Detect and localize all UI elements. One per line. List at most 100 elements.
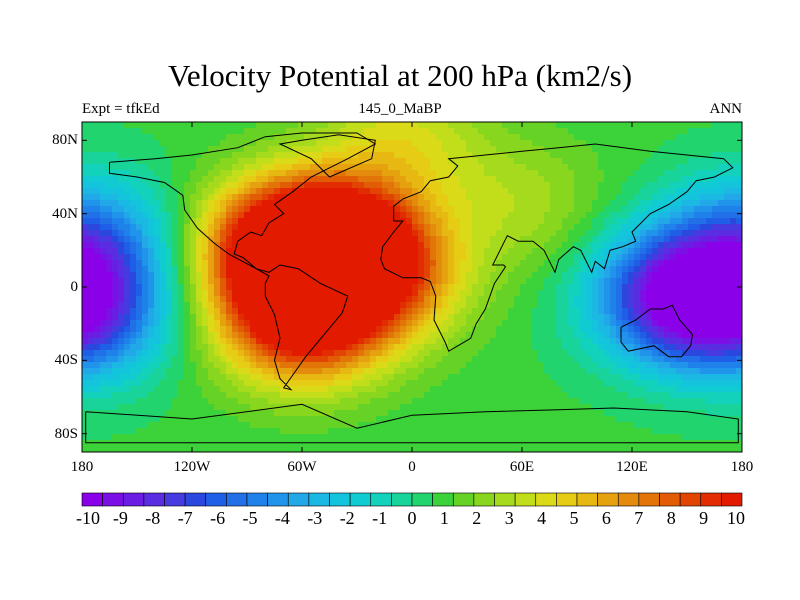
field-cell	[298, 368, 305, 375]
field-cell	[658, 182, 665, 189]
field-cell	[298, 242, 305, 249]
field-cell	[220, 176, 227, 183]
field-cell	[424, 134, 431, 141]
field-cell	[430, 374, 437, 381]
field-cell	[490, 362, 497, 369]
field-cell	[256, 302, 263, 309]
field-cell	[406, 284, 413, 291]
field-cell	[646, 278, 653, 285]
field-cell	[562, 320, 569, 327]
field-cell	[466, 314, 473, 321]
field-cell	[454, 284, 461, 291]
field-cell	[82, 188, 89, 195]
field-cell	[538, 164, 545, 171]
field-cell	[400, 278, 407, 285]
field-cell	[130, 386, 137, 393]
field-cell	[466, 368, 473, 375]
field-cell	[724, 344, 731, 351]
field-cell	[580, 242, 587, 249]
field-cell	[328, 140, 335, 147]
field-cell	[118, 206, 125, 213]
field-cell	[268, 356, 275, 363]
field-cell	[682, 212, 689, 219]
field-cell	[592, 236, 599, 243]
field-cell	[730, 146, 737, 153]
field-cell	[154, 158, 161, 165]
field-cell	[400, 314, 407, 321]
field-cell	[700, 338, 707, 345]
field-cell	[502, 374, 509, 381]
field-cell	[448, 182, 455, 189]
field-cell	[520, 356, 527, 363]
field-cell	[538, 158, 545, 165]
field-cell	[688, 122, 695, 129]
field-cell	[106, 212, 113, 219]
field-cell	[448, 188, 455, 195]
field-cell	[328, 374, 335, 381]
field-cell	[244, 326, 251, 333]
field-cell	[166, 200, 173, 207]
field-cell	[364, 194, 371, 201]
field-cell	[262, 260, 269, 267]
field-cell	[148, 170, 155, 177]
field-cell	[220, 236, 227, 243]
field-cell	[610, 290, 617, 297]
field-cell	[712, 284, 719, 291]
field-cell	[82, 158, 89, 165]
field-cell	[340, 188, 347, 195]
field-cell	[142, 392, 149, 399]
field-cell	[604, 140, 611, 147]
field-cell	[622, 272, 629, 279]
field-cell	[376, 122, 383, 129]
field-cell	[304, 134, 311, 141]
field-cell	[304, 212, 311, 219]
field-cell	[736, 158, 742, 165]
field-cell	[418, 374, 425, 381]
field-cell	[478, 278, 485, 285]
field-cell	[580, 182, 587, 189]
field-cell	[520, 164, 527, 171]
field-cell	[106, 368, 113, 375]
field-cell	[502, 182, 509, 189]
field-cell	[406, 302, 413, 309]
field-cell	[268, 140, 275, 147]
field-cell	[310, 290, 317, 297]
field-cell	[682, 338, 689, 345]
field-cell	[556, 314, 563, 321]
field-cell	[316, 206, 323, 213]
field-cell	[484, 278, 491, 285]
field-cell	[220, 224, 227, 231]
field-cell	[526, 338, 533, 345]
field-cell	[94, 242, 101, 249]
field-cell	[586, 164, 593, 171]
field-cell	[112, 338, 119, 345]
field-cell	[178, 302, 185, 309]
field-cell	[274, 326, 281, 333]
field-cell	[466, 182, 473, 189]
field-cell	[310, 338, 317, 345]
field-cell	[376, 218, 383, 225]
field-cell	[244, 344, 251, 351]
field-cell	[256, 206, 263, 213]
field-cell	[484, 260, 491, 267]
field-cell	[682, 284, 689, 291]
field-cell	[94, 236, 101, 243]
field-cell	[568, 140, 575, 147]
field-cell	[304, 176, 311, 183]
field-cell	[268, 242, 275, 249]
field-cell	[370, 170, 377, 177]
field-cell	[580, 368, 587, 375]
field-cell	[412, 254, 419, 261]
field-cell	[394, 158, 401, 165]
field-cell	[400, 338, 407, 345]
field-cell	[214, 296, 221, 303]
field-cell	[478, 320, 485, 327]
field-cell	[94, 224, 101, 231]
field-cell	[496, 332, 503, 339]
field-cell	[490, 320, 497, 327]
field-cell	[370, 254, 377, 261]
field-cell	[388, 284, 395, 291]
field-cell	[466, 176, 473, 183]
field-cell	[562, 308, 569, 315]
field-cell	[184, 248, 191, 255]
